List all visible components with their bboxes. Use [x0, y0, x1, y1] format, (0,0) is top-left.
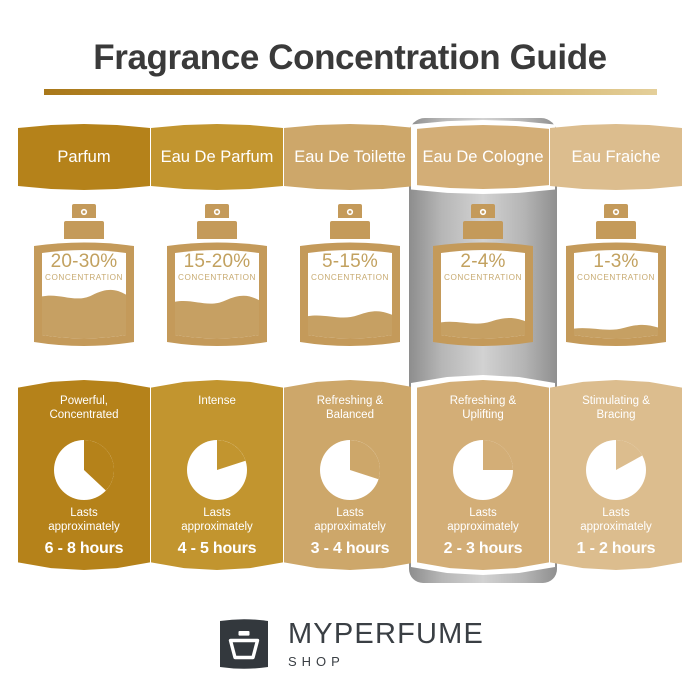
bottle-graphic — [417, 202, 549, 362]
card-wrap: Intense Lasts approximately 4 - 5 hours — [151, 380, 283, 570]
logo-subtitle: SHOP — [287, 654, 345, 669]
duration-value: 3 - 4 hours — [310, 540, 390, 557]
column-eau-de-parfum: Eau De Parfum 15-20% CONCENTRATION Intense L… — [151, 118, 283, 588]
category-name: Eau De Parfum — [160, 147, 274, 166]
lasts-label: Lasts approximately — [48, 507, 120, 534]
header-wrap: Eau De Parfum — [151, 124, 283, 190]
descriptor-text: Powerful, Concentrated — [49, 395, 119, 422]
column-inner: Parfum 20-30% CONCENTRATION Powerful, Concen… — [18, 118, 150, 588]
longevity-pie-chart — [187, 440, 247, 500]
column-eau-de-toilette: Eau De Toilette 5-15% CONCENTRATION Refresh… — [284, 118, 416, 588]
longevity-pie-chart — [320, 440, 380, 500]
column-inner: Eau De Toilette 5-15% CONCENTRATION Refresh… — [284, 118, 416, 588]
logo-text: MYPERFUME SHOP — [287, 618, 485, 669]
longevity-card-0[interactable]: Powerful, Concentrated Lasts approximately 6… — [18, 380, 150, 570]
category-header-2[interactable]: Eau De Toilette — [284, 124, 416, 190]
logo-name: MYPERFUME — [287, 618, 485, 650]
column-eau-de-cologne: Eau De Cologne 2-4% CONCENTRATION Refreshin… — [411, 118, 555, 588]
descriptor-text: Refreshing & Balanced — [316, 395, 384, 422]
category-name: Parfum — [57, 147, 111, 166]
bottle-graphic — [151, 202, 283, 362]
longevity-card-4[interactable]: Stimulating & Bracing Lasts approximately 1 … — [550, 380, 682, 570]
column-inner: Eau De Cologne 2-4% CONCENTRATION Refreshin… — [411, 118, 555, 588]
header-wrap: Parfum — [18, 124, 150, 190]
category-header-1[interactable]: Eau De Parfum — [151, 124, 283, 190]
longevity-card-2[interactable]: Refreshing & Balanced Lasts approximately 3 … — [284, 380, 416, 570]
comparison-grid: Parfum 20-30% CONCENTRATION Powerful, Concen… — [0, 118, 700, 588]
duration-value: 1 - 2 hours — [576, 540, 656, 557]
lasts-label: Lasts approximately — [580, 507, 652, 534]
longevity-card-3[interactable]: Refreshing & Uplifting Lasts approximately 2… — [417, 380, 549, 570]
category-header-0[interactable]: Parfum — [18, 124, 150, 190]
longevity-pie-chart — [453, 440, 513, 500]
category-name: Eau De Toilette — [294, 147, 406, 166]
bottle-graphic — [550, 202, 682, 362]
category-header-4[interactable]: Eau Fraiche — [550, 124, 682, 190]
lasts-label: Lasts approximately — [314, 507, 386, 534]
duration-value: 2 - 3 hours — [443, 540, 523, 557]
bottle-graphic — [284, 202, 416, 362]
longevity-pie-chart — [54, 440, 114, 500]
descriptor-text: Stimulating & Bracing — [582, 395, 650, 422]
page-title: Fragrance Concentration Guide — [93, 38, 607, 77]
header-wrap: Eau Fraiche — [550, 124, 682, 190]
lasts-label: Lasts approximately — [447, 507, 519, 534]
longevity-card-1[interactable]: Intense Lasts approximately 4 - 5 hours — [151, 380, 283, 570]
column-eau-fraiche: Eau Fraiche 1-3% CONCENTRATION Stimulating … — [550, 118, 682, 588]
brand-logo: MYPERFUME SHOP — [0, 616, 700, 672]
column-parfum: Parfum 20-30% CONCENTRATION Powerful, Concen… — [18, 118, 150, 588]
category-header-3[interactable]: Eau De Cologne — [417, 125, 549, 189]
category-name: Eau De Cologne — [422, 147, 544, 166]
card-wrap: Powerful, Concentrated Lasts approximately 6… — [18, 380, 150, 570]
descriptor-text: Intense — [198, 395, 236, 407]
header-wrap: Eau De Toilette — [284, 124, 416, 190]
card-wrap: Stimulating & Bracing Lasts approximately 1 … — [550, 380, 682, 570]
column-inner: Eau De Parfum 15-20% CONCENTRATION Intense L… — [151, 118, 283, 588]
bottle-graphic — [18, 202, 150, 362]
perfume-bottle-icon — [216, 616, 272, 672]
descriptor-text: Refreshing & Uplifting — [449, 395, 517, 422]
category-name: Eau Fraiche — [571, 147, 661, 166]
longevity-pie-chart — [586, 440, 646, 500]
card-wrap: Refreshing & Uplifting Lasts approximately 2… — [411, 375, 555, 575]
title-block: Fragrance Concentration Guide — [0, 40, 700, 95]
column-inner: Eau Fraiche 1-3% CONCENTRATION Stimulating … — [550, 118, 682, 588]
duration-value: 6 - 8 hours — [44, 540, 124, 557]
lasts-label: Lasts approximately — [181, 507, 253, 534]
header-wrap: Eau De Cologne — [411, 120, 555, 194]
duration-value: 4 - 5 hours — [177, 540, 257, 557]
card-wrap: Refreshing & Balanced Lasts approximately 3 … — [284, 380, 416, 570]
title-divider — [43, 89, 657, 95]
